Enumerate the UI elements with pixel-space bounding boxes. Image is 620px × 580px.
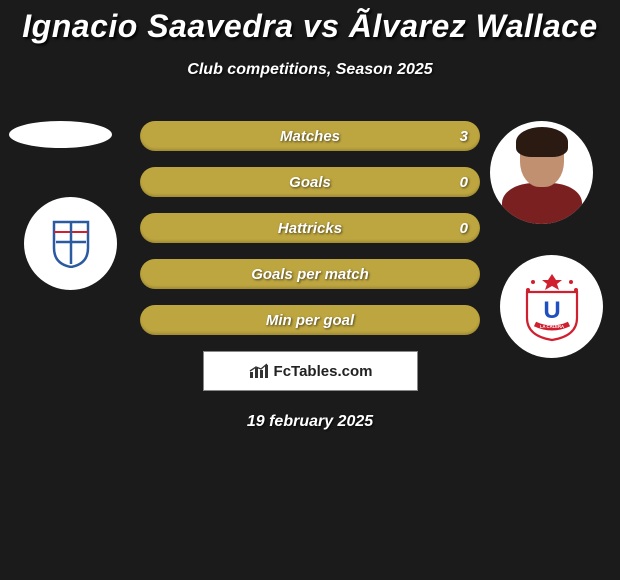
stat-value-right: 3 [460,128,468,145]
stat-label: Hattricks [278,220,342,237]
stats-list: Matches 3 Goals 0 Hattricks 0 Goals per … [140,121,480,335]
svg-text:U: U [543,297,560,324]
stat-row-hattricks: Hattricks 0 [140,213,480,243]
stat-label: Goals [289,174,331,191]
stat-label: Min per goal [266,312,354,329]
brand-label: FcTables.com [274,363,373,380]
club-left-logo [24,197,117,290]
svg-text:LA CALERA: LA CALERA [539,324,563,329]
player-right-avatar [490,121,593,224]
stat-label: Goals per match [251,266,369,283]
stat-row-goals-per-match: Goals per match [140,259,480,289]
stat-row-matches: Matches 3 [140,121,480,151]
shield-icon [52,220,90,268]
stat-row-goals: Goals 0 [140,167,480,197]
club-badge-icon: U LA CALERA [521,272,583,342]
stat-value-right: 0 [460,174,468,191]
stat-value-right: 0 [460,220,468,237]
brand-box[interactable]: FcTables.com [203,351,418,391]
club-right-logo: U LA CALERA [500,255,603,358]
date-label: 19 february 2025 [0,413,620,431]
stat-row-min-per-goal: Min per goal [140,305,480,335]
chart-icon [248,362,270,380]
subtitle: Club competitions, Season 2025 [0,61,620,79]
comparison-content: U LA CALERA Matches 3 Goals 0 Hattricks … [0,121,620,431]
player-left-avatar [9,121,112,148]
stat-label: Matches [280,128,340,145]
page-title: Ignacio Saavedra vs Ãlvarez Wallace [0,0,620,45]
